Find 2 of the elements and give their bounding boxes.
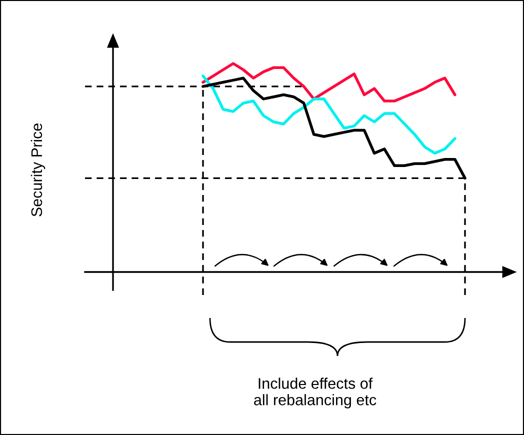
text: Security Price [30,124,46,216]
text: Include effects of all rebalancing etc [254,378,376,408]
